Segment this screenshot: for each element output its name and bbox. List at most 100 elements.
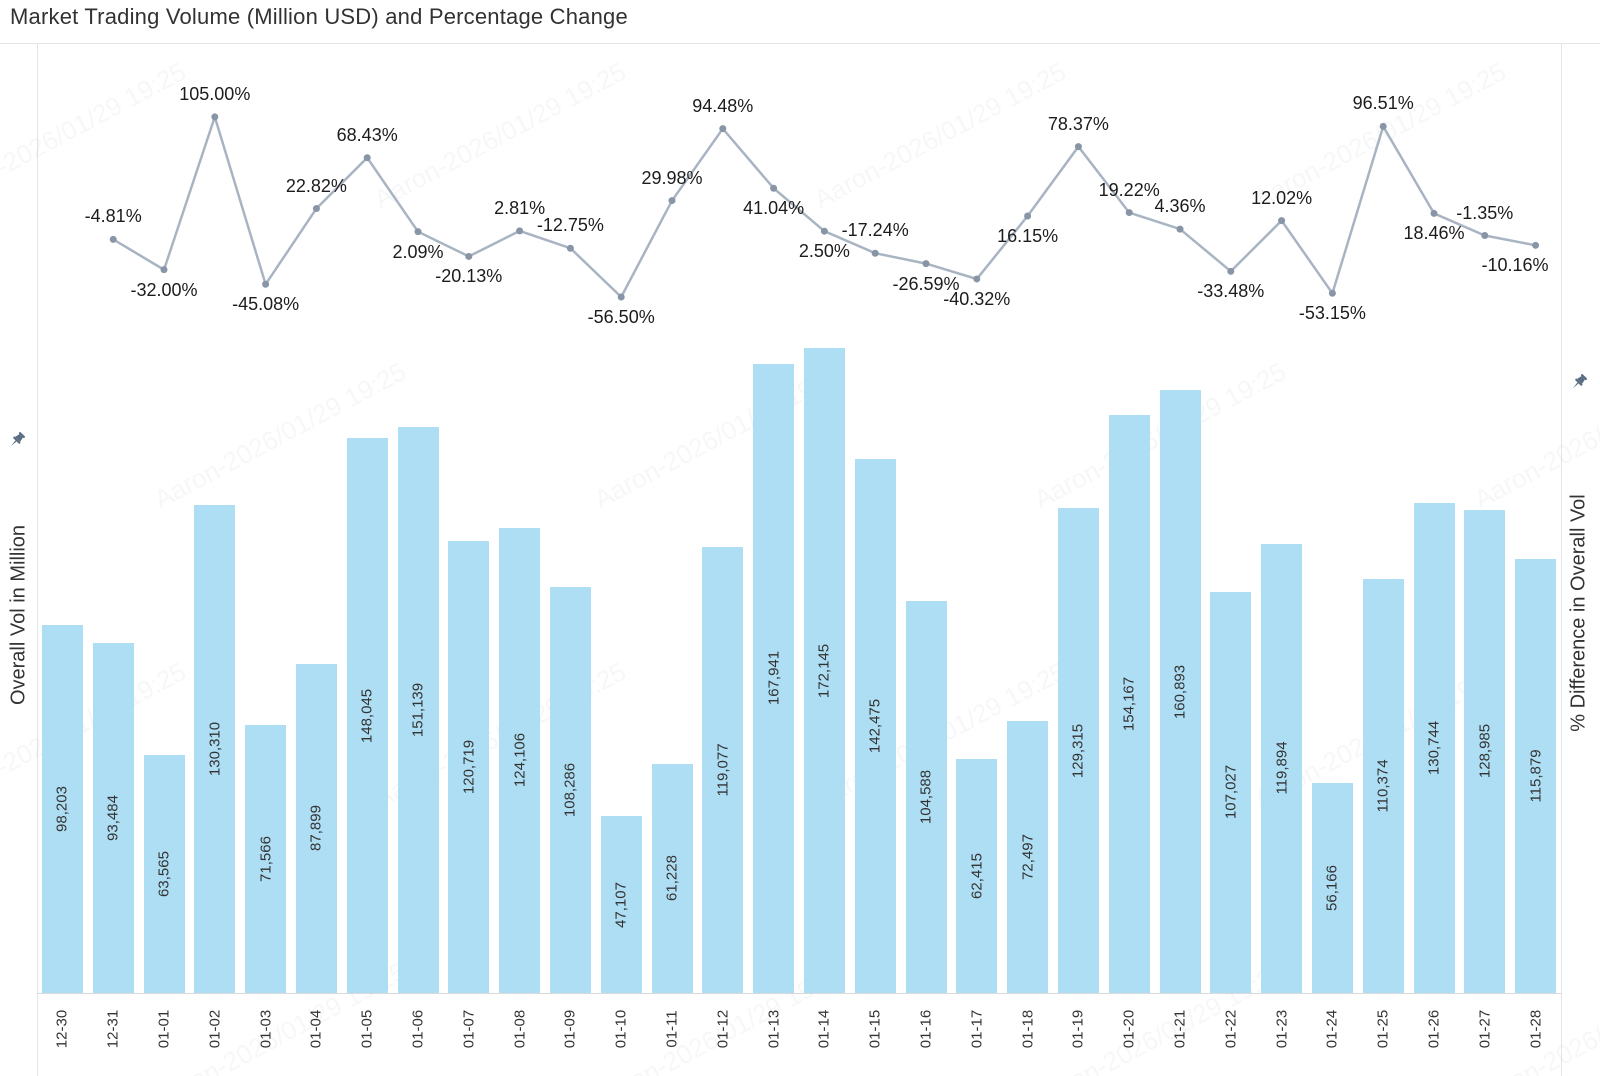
- line-marker[interactable]: [516, 227, 524, 235]
- x-axis-tick-label: 01-19: [1069, 1009, 1087, 1049]
- line-marker[interactable]: [414, 228, 422, 236]
- bar[interactable]: [1311, 782, 1353, 993]
- bar[interactable]: [499, 527, 541, 993]
- top-divider: [0, 43, 1600, 44]
- bar[interactable]: [1515, 558, 1557, 993]
- x-axis-tick-label: 01-11: [663, 1010, 681, 1048]
- bar[interactable]: [92, 642, 134, 993]
- bar-value-label: 108,286: [561, 763, 579, 818]
- line-marker[interactable]: [211, 113, 219, 121]
- bar[interactable]: [1007, 721, 1049, 993]
- bar-value-label: 129,315: [1069, 723, 1087, 778]
- x-axis-tick-label: 01-26: [1425, 1009, 1443, 1049]
- line-marker[interactable]: [109, 235, 117, 243]
- line-marker[interactable]: [719, 125, 727, 133]
- bar[interactable]: [1261, 543, 1303, 993]
- bar-value-label: 63,565: [155, 850, 173, 897]
- bar-value-label: 107,027: [1222, 765, 1240, 820]
- pct-change-label: 2.50%: [798, 241, 850, 262]
- left-axis-strip: Overall Vol in Million: [0, 43, 36, 1076]
- line-marker[interactable]: [262, 280, 270, 288]
- bar[interactable]: [1413, 503, 1455, 993]
- bar[interactable]: [346, 438, 388, 993]
- bar[interactable]: [1210, 591, 1252, 993]
- x-axis-line: [37, 993, 1561, 994]
- x-axis-tick-label: 01-20: [1120, 1009, 1138, 1049]
- bar[interactable]: [651, 763, 693, 993]
- line-marker[interactable]: [1176, 225, 1184, 233]
- bar-value-label: 167,941: [765, 651, 783, 706]
- bar[interactable]: [448, 540, 490, 993]
- line-marker[interactable]: [160, 266, 168, 274]
- bar[interactable]: [1159, 390, 1201, 993]
- line-marker[interactable]: [922, 260, 930, 268]
- bar[interactable]: [549, 587, 591, 993]
- line-marker[interactable]: [1532, 241, 1540, 249]
- bar[interactable]: [1464, 509, 1506, 993]
- line-marker[interactable]: [973, 275, 981, 283]
- x-axis-tick-label: 01-25: [1374, 1009, 1392, 1049]
- bar[interactable]: [41, 625, 83, 993]
- pct-change-label: 16.15%: [997, 225, 1059, 246]
- line-marker[interactable]: [617, 293, 625, 301]
- bar[interactable]: [194, 504, 236, 993]
- x-axis-tick-label: 01-12: [714, 1009, 732, 1049]
- x-axis-tick-label: 01-15: [866, 1009, 884, 1049]
- x-axis-tick-label: 01-17: [968, 1009, 986, 1049]
- pct-change-label: -26.59%: [892, 273, 960, 294]
- bar[interactable]: [245, 724, 287, 993]
- bar[interactable]: [1362, 579, 1404, 993]
- bar[interactable]: [956, 759, 998, 993]
- bar[interactable]: [803, 348, 845, 993]
- line-marker[interactable]: [566, 244, 574, 252]
- line-marker[interactable]: [1328, 289, 1336, 297]
- left-axis-title: Overall Vol in Million: [7, 524, 30, 706]
- line-marker[interactable]: [1024, 212, 1032, 220]
- bar[interactable]: [702, 546, 744, 993]
- pct-change-label: -17.24%: [841, 220, 909, 241]
- line-marker[interactable]: [871, 249, 879, 257]
- x-axis-tick-label: 01-02: [206, 1009, 224, 1049]
- pin-icon[interactable]: [8, 431, 26, 449]
- line-marker[interactable]: [363, 154, 371, 162]
- line-marker[interactable]: [1227, 267, 1235, 275]
- line-marker[interactable]: [668, 197, 676, 205]
- line-marker[interactable]: [1481, 232, 1489, 240]
- bar[interactable]: [1057, 508, 1099, 993]
- line-marker[interactable]: [820, 227, 828, 235]
- bar[interactable]: [295, 663, 337, 993]
- bar-value-label: 154,167: [1120, 677, 1138, 732]
- left-axis-divider: [37, 43, 38, 1076]
- x-axis-tick-label: 01-08: [511, 1009, 529, 1049]
- bar-value-label: 61,228: [663, 855, 681, 902]
- bar[interactable]: [600, 816, 642, 993]
- pct-change-label: -33.48%: [1197, 281, 1265, 302]
- bar[interactable]: [753, 363, 795, 993]
- line-marker[interactable]: [312, 205, 320, 213]
- bar-value-label: 87,899: [307, 805, 325, 852]
- pct-change-label: -45.08%: [232, 294, 300, 315]
- pct-change-label: -56.50%: [587, 306, 655, 327]
- bar[interactable]: [905, 601, 947, 993]
- line-marker[interactable]: [465, 252, 473, 260]
- x-axis-tick-label: 01-22: [1222, 1009, 1240, 1049]
- x-axis-tick-label: 01-09: [561, 1009, 579, 1049]
- bar-value-label: 62,415: [968, 853, 986, 900]
- pin-icon[interactable]: [1570, 373, 1588, 391]
- line-marker[interactable]: [1379, 122, 1387, 130]
- bar-value-label: 130,310: [206, 721, 224, 776]
- bar[interactable]: [143, 754, 185, 993]
- bar[interactable]: [854, 459, 896, 993]
- line-marker[interactable]: [1430, 209, 1438, 217]
- line-marker[interactable]: [1278, 217, 1286, 225]
- bar[interactable]: [397, 426, 439, 993]
- line-marker[interactable]: [1074, 143, 1082, 151]
- x-axis-tick-label: 01-16: [917, 1009, 935, 1049]
- line-marker[interactable]: [1125, 209, 1133, 217]
- pct-change-label: -12.75%: [536, 215, 604, 236]
- pct-change-label: -10.16%: [1481, 255, 1549, 276]
- x-axis-tick-label: 01-27: [1476, 1009, 1494, 1049]
- line-marker[interactable]: [770, 184, 778, 192]
- bar[interactable]: [1108, 415, 1150, 993]
